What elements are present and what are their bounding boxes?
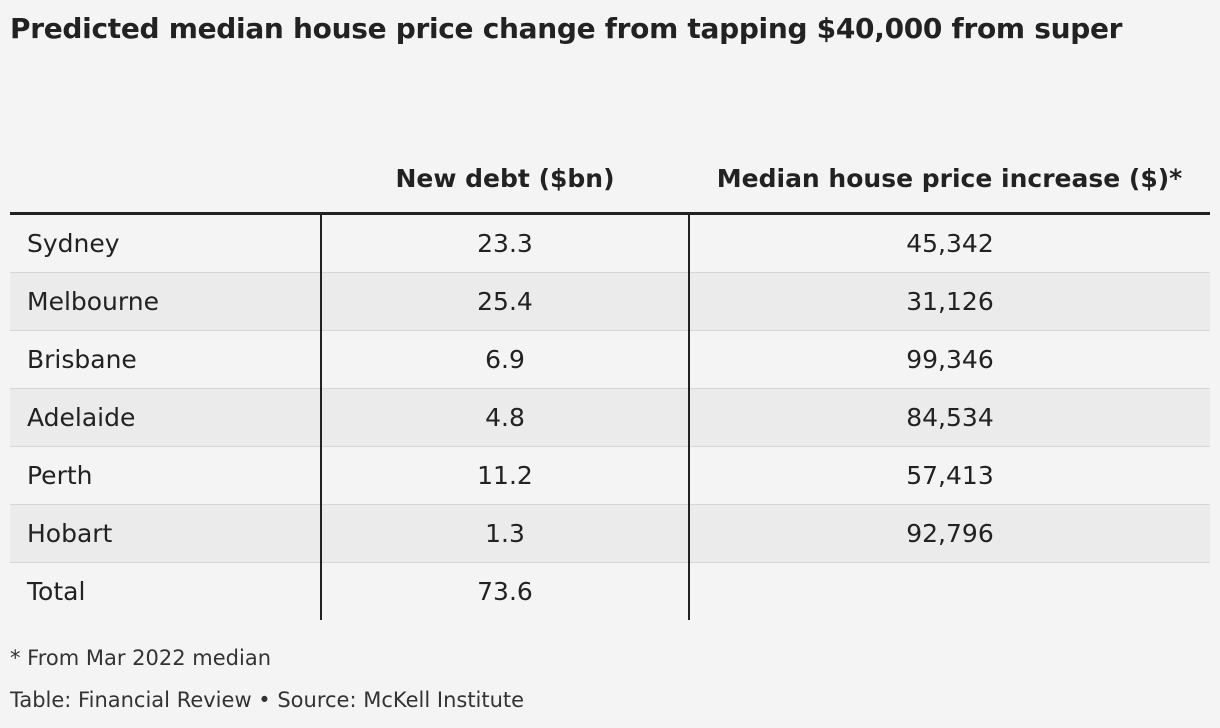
city-cell: Hobart <box>10 504 321 563</box>
new-debt-cell: 6.9 <box>320 330 690 389</box>
price-increase-cell: 92,796 <box>689 504 1210 563</box>
table-row: Total 73.6 <box>10 562 1210 621</box>
price-increase-cell: 57,413 <box>689 446 1210 505</box>
city-cell: Adelaide <box>10 388 321 447</box>
column-header-price-increase: Median house price increase ($)* <box>689 100 1210 215</box>
header-row: New debt ($bn) Median house price increa… <box>10 100 1210 215</box>
city-cell: Total <box>27 577 86 606</box>
table-row: Melbourne 25.4 31,126 <box>10 272 1210 331</box>
new-debt-cell: 11.2 <box>320 446 690 505</box>
table-row: Adelaide 4.8 84,534 <box>10 388 1210 447</box>
new-debt-cell: 4.8 <box>320 388 690 447</box>
city-cell: Brisbane <box>10 330 321 389</box>
city-cell: Melbourne <box>10 272 321 331</box>
table-body: Sydney 23.3 45,342 Melbourne 25.4 31,126 Brisb… <box>10 213 1210 621</box>
price-increase-cell: 45,342 <box>689 213 1210 273</box>
new-debt-cell: 1.3 <box>320 504 690 563</box>
price-increase-cell: 84,534 <box>689 388 1210 447</box>
table-row: Hobart 1.3 92,796 <box>10 504 1210 563</box>
column-header-new-debt: New debt ($bn) <box>321 100 689 215</box>
city-cell: Sydney <box>10 213 321 273</box>
table-row: Brisbane 6.9 99,346 <box>10 330 1210 389</box>
price-increase-cell <box>689 563 1210 621</box>
new-debt-cell: 23.3 <box>320 213 690 273</box>
table-row: Sydney 23.3 45,342 <box>10 213 1210 273</box>
price-increase-cell: 31,126 <box>689 272 1210 331</box>
chart-title: Predicted median house price change from… <box>10 12 1123 45</box>
table-row: Perth 11.2 57,413 <box>10 446 1210 505</box>
new-debt-cell: 73.6 <box>320 562 690 620</box>
city-cell: Perth <box>10 446 321 505</box>
footnote: * From Mar 2022 median <box>10 646 272 670</box>
data-table: New debt ($bn) Median house price increa… <box>10 100 1210 620</box>
new-debt-cell: 25.4 <box>320 272 690 331</box>
column-header-city <box>10 100 321 215</box>
price-increase-cell: 99,346 <box>689 330 1210 389</box>
source-credit: Table: Financial Review • Source: McKell… <box>10 688 525 712</box>
